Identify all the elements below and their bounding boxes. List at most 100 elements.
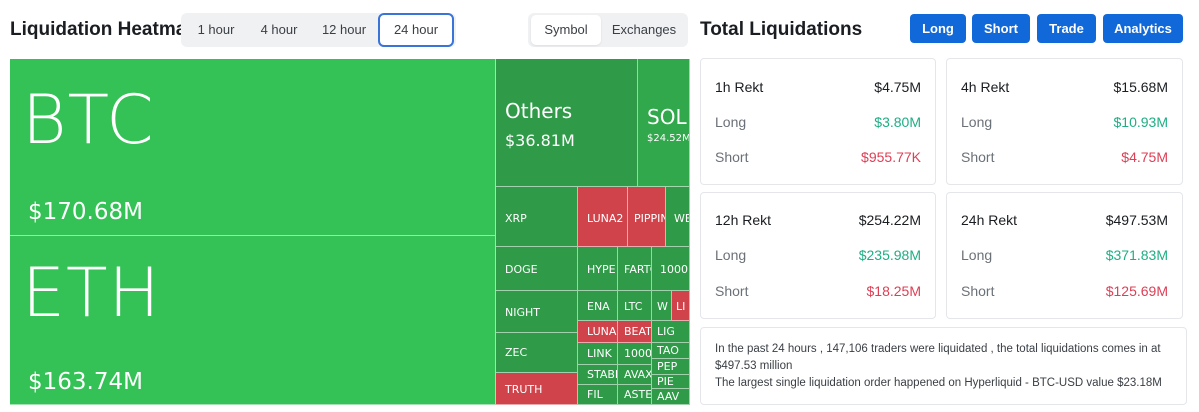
- cell-symbol: Others: [505, 99, 573, 123]
- heatmap-cell-fil[interactable]: FIL: [578, 385, 618, 405]
- tab-exchanges[interactable]: Exchanges: [611, 22, 677, 37]
- short-label: Short: [715, 149, 749, 165]
- heatmap-cell-w[interactable]: W: [652, 291, 672, 321]
- short-label: Short: [715, 283, 749, 299]
- cell-symbol: LI: [676, 300, 686, 313]
- liquidation-heatmap: BTC $170.68M ETH $163.74M Others $36.81M…: [10, 59, 690, 405]
- card-label: 12h Rekt: [715, 212, 772, 228]
- total-liquidations-title: Total Liquidations: [700, 19, 863, 40]
- short-value: $125.69M: [1105, 283, 1168, 299]
- rekt-card-24h: 24h Rekt $497.53M Long $371.83M Short $1…: [946, 192, 1183, 319]
- heatmap-cell-ena[interactable]: ENA: [578, 291, 618, 321]
- analytics-button[interactable]: Analytics: [1103, 14, 1183, 43]
- cell-symbol: DOGE: [505, 263, 538, 276]
- cell-symbol: FIL: [587, 388, 603, 401]
- heatmap-cell-avax[interactable]: AVAX: [618, 365, 652, 385]
- tab-4-hour[interactable]: 4 hour: [260, 22, 298, 37]
- cell-symbol: LINK: [587, 347, 612, 360]
- cell-symbol: XRP: [505, 212, 527, 225]
- short-value: $4.75M: [1121, 149, 1168, 165]
- liquidation-summary: In the past 24 hours , 147,106 traders w…: [700, 327, 1187, 405]
- cell-value: $163.74M: [28, 369, 143, 395]
- heatmap-cell-link[interactable]: LINK: [578, 343, 618, 365]
- card-long-row: Long $235.98M: [715, 247, 921, 267]
- card-total: $497.53M: [1105, 212, 1168, 228]
- cell-symbol: TRUTH: [505, 383, 543, 396]
- cell-symbol: NIGHT: [505, 306, 540, 319]
- heatmap-cell-tao[interactable]: TAO: [652, 343, 690, 359]
- cell-symbol: TAO: [657, 344, 679, 357]
- cell-symbol: BTC: [22, 81, 155, 160]
- cell-value: $170.68M: [28, 199, 143, 225]
- cell-symbol: BEAT: [624, 325, 652, 338]
- heatmap-cell-aav[interactable]: AAV: [652, 389, 690, 405]
- heatmap-cell-aste[interactable]: ASTE: [618, 385, 652, 405]
- heatmap-cell-others[interactable]: Others $36.81M: [496, 59, 638, 187]
- card-header-row: 4h Rekt $15.68M: [961, 79, 1168, 99]
- heatmap-cell-hype[interactable]: HYPE: [578, 247, 618, 291]
- cell-symbol: HYPE: [587, 263, 616, 276]
- view-tabs: Symbol Exchanges: [528, 13, 688, 47]
- cell-symbol: LTC: [624, 300, 643, 313]
- heatmap-cell-ltc[interactable]: LTC: [618, 291, 652, 321]
- heatmap-cell-luna[interactable]: LUNA: [578, 321, 618, 343]
- heatmap-cell-we[interactable]: WE: [666, 187, 690, 247]
- heatmap-cell-beat[interactable]: BEAT: [618, 321, 652, 343]
- cell-symbol: ETH: [22, 254, 161, 333]
- long-value: $371.83M: [1105, 247, 1168, 263]
- time-range-tabs: 1 hour 4 hour 12 hour 24 hour: [181, 13, 456, 47]
- heatmap-cell-btc[interactable]: BTC $170.68M: [10, 59, 496, 236]
- heatmap-cell-xrp[interactable]: XRP: [496, 187, 578, 247]
- heatmap-cell-luna2[interactable]: LUNA2: [578, 187, 628, 247]
- cell-symbol: ZEC: [505, 346, 528, 359]
- cell-symbol: SOL: [647, 105, 687, 129]
- card-label: 24h Rekt: [961, 212, 1018, 228]
- cell-symbol: AVAX: [624, 368, 652, 381]
- short-button[interactable]: Short: [972, 14, 1030, 43]
- heatmap-cell-pep[interactable]: PEP: [652, 359, 690, 375]
- heatmap-cell-pippin[interactable]: PIPPIN: [628, 187, 666, 247]
- heatmap-cell-1000b[interactable]: 1000: [618, 343, 652, 365]
- short-label: Short: [961, 283, 995, 299]
- long-button[interactable]: Long: [910, 14, 966, 43]
- heatmap-cell-sol[interactable]: SOL $24.52M: [638, 59, 690, 187]
- tab-symbol[interactable]: Symbol: [531, 15, 601, 45]
- tab-1-hour[interactable]: 1 hour: [197, 22, 235, 37]
- tab-12-hour[interactable]: 12 hour: [321, 22, 367, 37]
- short-label: Short: [961, 149, 995, 165]
- heatmap-cell-pie[interactable]: PIE: [652, 375, 690, 389]
- heatmap-title: Liquidation Heatmap: [10, 19, 198, 40]
- long-value: $10.93M: [1113, 114, 1168, 130]
- long-label: Long: [715, 114, 747, 130]
- heatmap-cell-truth[interactable]: TRUTH: [496, 373, 578, 405]
- tab-24-hour[interactable]: 24 hour: [378, 13, 454, 47]
- card-label: 4h Rekt: [961, 79, 1010, 95]
- heatmap-cell-doge[interactable]: DOGE: [496, 247, 578, 291]
- rekt-card-12h: 12h Rekt $254.22M Long $235.98M Short $1…: [700, 192, 936, 319]
- heatmap-cell-fart[interactable]: FARTC: [618, 247, 652, 291]
- cell-symbol: 1000: [624, 347, 652, 360]
- heatmap-cell-1000[interactable]: 1000: [652, 247, 690, 291]
- card-short-row: Short $955.77K: [715, 149, 921, 169]
- cell-value: $36.81M: [505, 131, 575, 150]
- long-label: Long: [961, 247, 993, 263]
- card-header-row: 24h Rekt $497.53M: [961, 212, 1168, 232]
- heatmap-cell-zec[interactable]: ZEC: [496, 333, 578, 373]
- heatmap-cell-lig[interactable]: LIG: [652, 321, 690, 343]
- long-value: $235.98M: [858, 247, 921, 263]
- heatmap-cell-li[interactable]: LI: [672, 291, 690, 321]
- cell-symbol: LIG: [657, 325, 675, 338]
- heatmap-cell-stabl[interactable]: STABL: [578, 365, 618, 385]
- cell-symbol: LUNA: [587, 325, 617, 338]
- card-header-row: 1h Rekt $4.75M: [715, 79, 921, 99]
- cell-symbol: AAV: [657, 390, 680, 403]
- heatmap-cell-eth[interactable]: ETH $163.74M: [10, 236, 496, 405]
- heatmap-cell-night[interactable]: NIGHT: [496, 291, 578, 333]
- short-value: $955.77K: [861, 149, 921, 165]
- summary-line-1: In the past 24 hours , 147,106 traders w…: [715, 343, 1161, 372]
- trade-button[interactable]: Trade: [1037, 14, 1096, 43]
- card-short-row: Short $125.69M: [961, 283, 1168, 303]
- cell-symbol: LUNA2: [587, 212, 624, 225]
- cell-symbol: PIPPIN: [634, 212, 666, 225]
